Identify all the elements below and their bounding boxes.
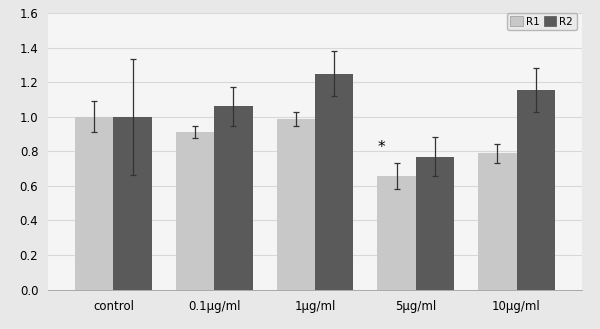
Bar: [377, 176, 416, 290]
Legend: R1, R2: R1, R2: [506, 13, 577, 30]
Text: *: *: [377, 140, 385, 155]
Bar: [277, 119, 315, 290]
Bar: [75, 117, 113, 290]
Bar: [176, 132, 214, 290]
Bar: [416, 157, 454, 290]
Bar: [214, 107, 253, 290]
Bar: [478, 153, 517, 290]
Bar: [517, 90, 555, 290]
Bar: [113, 117, 152, 290]
Bar: [315, 74, 353, 290]
